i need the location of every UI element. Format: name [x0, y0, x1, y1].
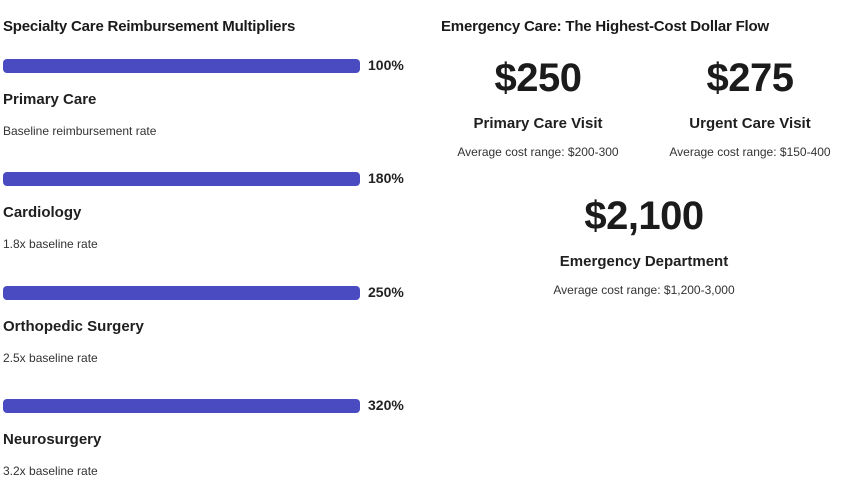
- multiplier-bar-track: [3, 59, 360, 73]
- multiplier-bar: [3, 286, 360, 300]
- cost-label: Urgent Care Visit: [660, 115, 840, 132]
- cost-card-primary-care: $250 Primary Care Visit Average cost ran…: [448, 56, 628, 159]
- multiplier-percent: 100%: [368, 57, 404, 73]
- multiplier-item-cardiology: 180% Cardiology 1.8x baseline rate: [3, 172, 423, 272]
- specialty-description: 1.8x baseline rate: [3, 237, 98, 251]
- specialty-description: 2.5x baseline rate: [3, 351, 98, 365]
- cost-amount: $275: [660, 56, 840, 100]
- specialty-description: Baseline reimbursement rate: [3, 124, 156, 138]
- multiplier-bar-track: [3, 399, 360, 413]
- specialty-name: Orthopedic Surgery: [3, 318, 144, 335]
- multiplier-item-orthopedic-surgery: 250% Orthopedic Surgery 2.5x baseline ra…: [3, 286, 423, 386]
- cost-label: Emergency Department: [544, 253, 744, 270]
- cost-range: Average cost range: $150-400: [660, 145, 840, 159]
- multiplier-bar: [3, 172, 360, 186]
- multiplier-bar: [3, 399, 360, 413]
- multiplier-percent: 320%: [368, 397, 404, 413]
- specialty-name: Primary Care: [3, 91, 96, 108]
- multiplier-bar: [3, 59, 360, 73]
- emergency-care-title: Emergency Care: The Highest-Cost Dollar …: [441, 18, 769, 35]
- cost-amount: $2,100: [544, 194, 744, 238]
- cost-range: Average cost range: $1,200-3,000: [544, 283, 744, 297]
- cost-amount: $250: [448, 56, 628, 100]
- multipliers-title: Specialty Care Reimbursement Multipliers: [3, 18, 295, 35]
- multiplier-percent: 180%: [368, 170, 404, 186]
- specialty-name: Neurosurgery: [3, 431, 101, 448]
- cost-card-urgent-care: $275 Urgent Care Visit Average cost rang…: [660, 56, 840, 159]
- specialty-description: 3.2x baseline rate: [3, 464, 98, 478]
- multiplier-item-neurosurgery: 320% Neurosurgery 3.2x baseline rate: [3, 399, 423, 499]
- multiplier-item-primary-care: 100% Primary Care Baseline reimbursement…: [3, 59, 423, 159]
- cost-label: Primary Care Visit: [448, 115, 628, 132]
- cost-range: Average cost range: $200-300: [448, 145, 628, 159]
- specialty-name: Cardiology: [3, 204, 81, 221]
- multiplier-bar-track: [3, 286, 360, 300]
- multiplier-bar-track: [3, 172, 360, 186]
- cost-card-emergency-department: $2,100 Emergency Department Average cost…: [544, 194, 744, 297]
- multiplier-percent: 250%: [368, 284, 404, 300]
